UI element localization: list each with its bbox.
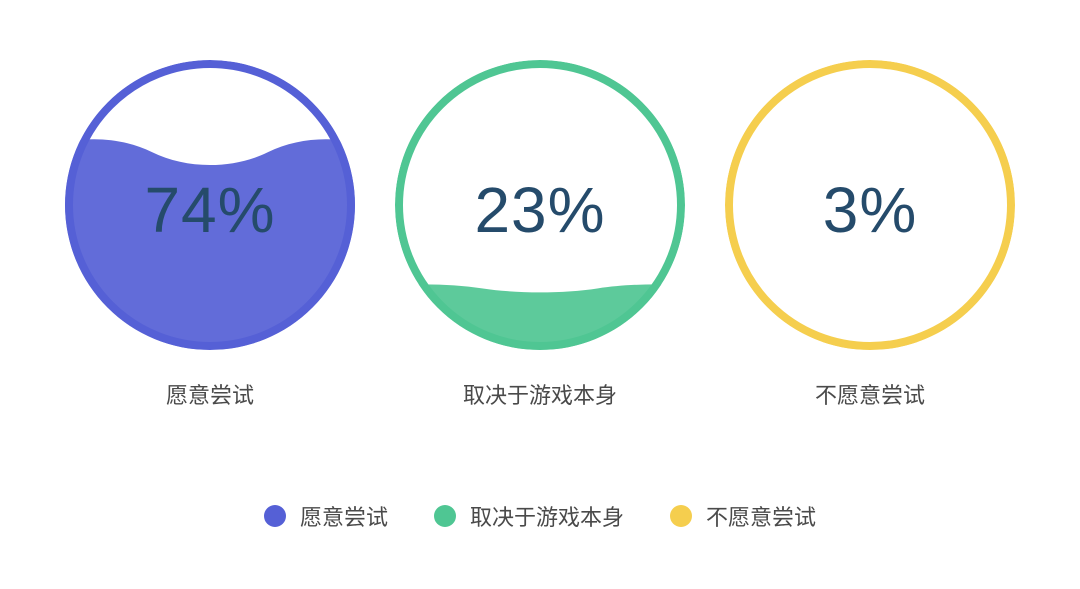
legend: 愿意尝试 取决于游戏本身 不愿意尝试 [264,500,816,532]
legend-item-0: 愿意尝试 [264,500,388,532]
circle-2-percent: 3% [725,173,1015,247]
circle-1-fill [395,283,685,350]
circle-0-percent: 74% [65,173,355,247]
circle-1: 23% [395,60,685,350]
circle-item-1: 23% 取决于游戏本身 [395,60,685,410]
liquid-fill-chart: 74% 愿意尝试 23% 取决于游戏本身 3% 不愿意尝试 愿意尝试 [0,0,1080,532]
circle-0-caption: 愿意尝试 [166,378,254,410]
legend-label-0: 愿意尝试 [300,500,388,532]
circle-item-0: 74% 愿意尝试 [65,60,355,410]
circle-1-percent: 23% [395,173,685,247]
circle-0: 74% [65,60,355,350]
circle-2: 3% [725,60,1015,350]
legend-dot-icon [670,505,692,527]
legend-label-1: 取决于游戏本身 [470,500,624,532]
circle-1-caption: 取决于游戏本身 [463,378,617,410]
legend-item-1: 取决于游戏本身 [434,500,624,532]
circles-row: 74% 愿意尝试 23% 取决于游戏本身 3% 不愿意尝试 [65,60,1015,410]
legend-label-2: 不愿意尝试 [706,500,816,532]
circle-item-2: 3% 不愿意尝试 [725,60,1015,410]
circle-2-caption: 不愿意尝试 [815,378,925,410]
legend-item-2: 不愿意尝试 [670,500,816,532]
legend-dot-icon [264,505,286,527]
legend-dot-icon [434,505,456,527]
circle-2-fill [725,341,1015,350]
